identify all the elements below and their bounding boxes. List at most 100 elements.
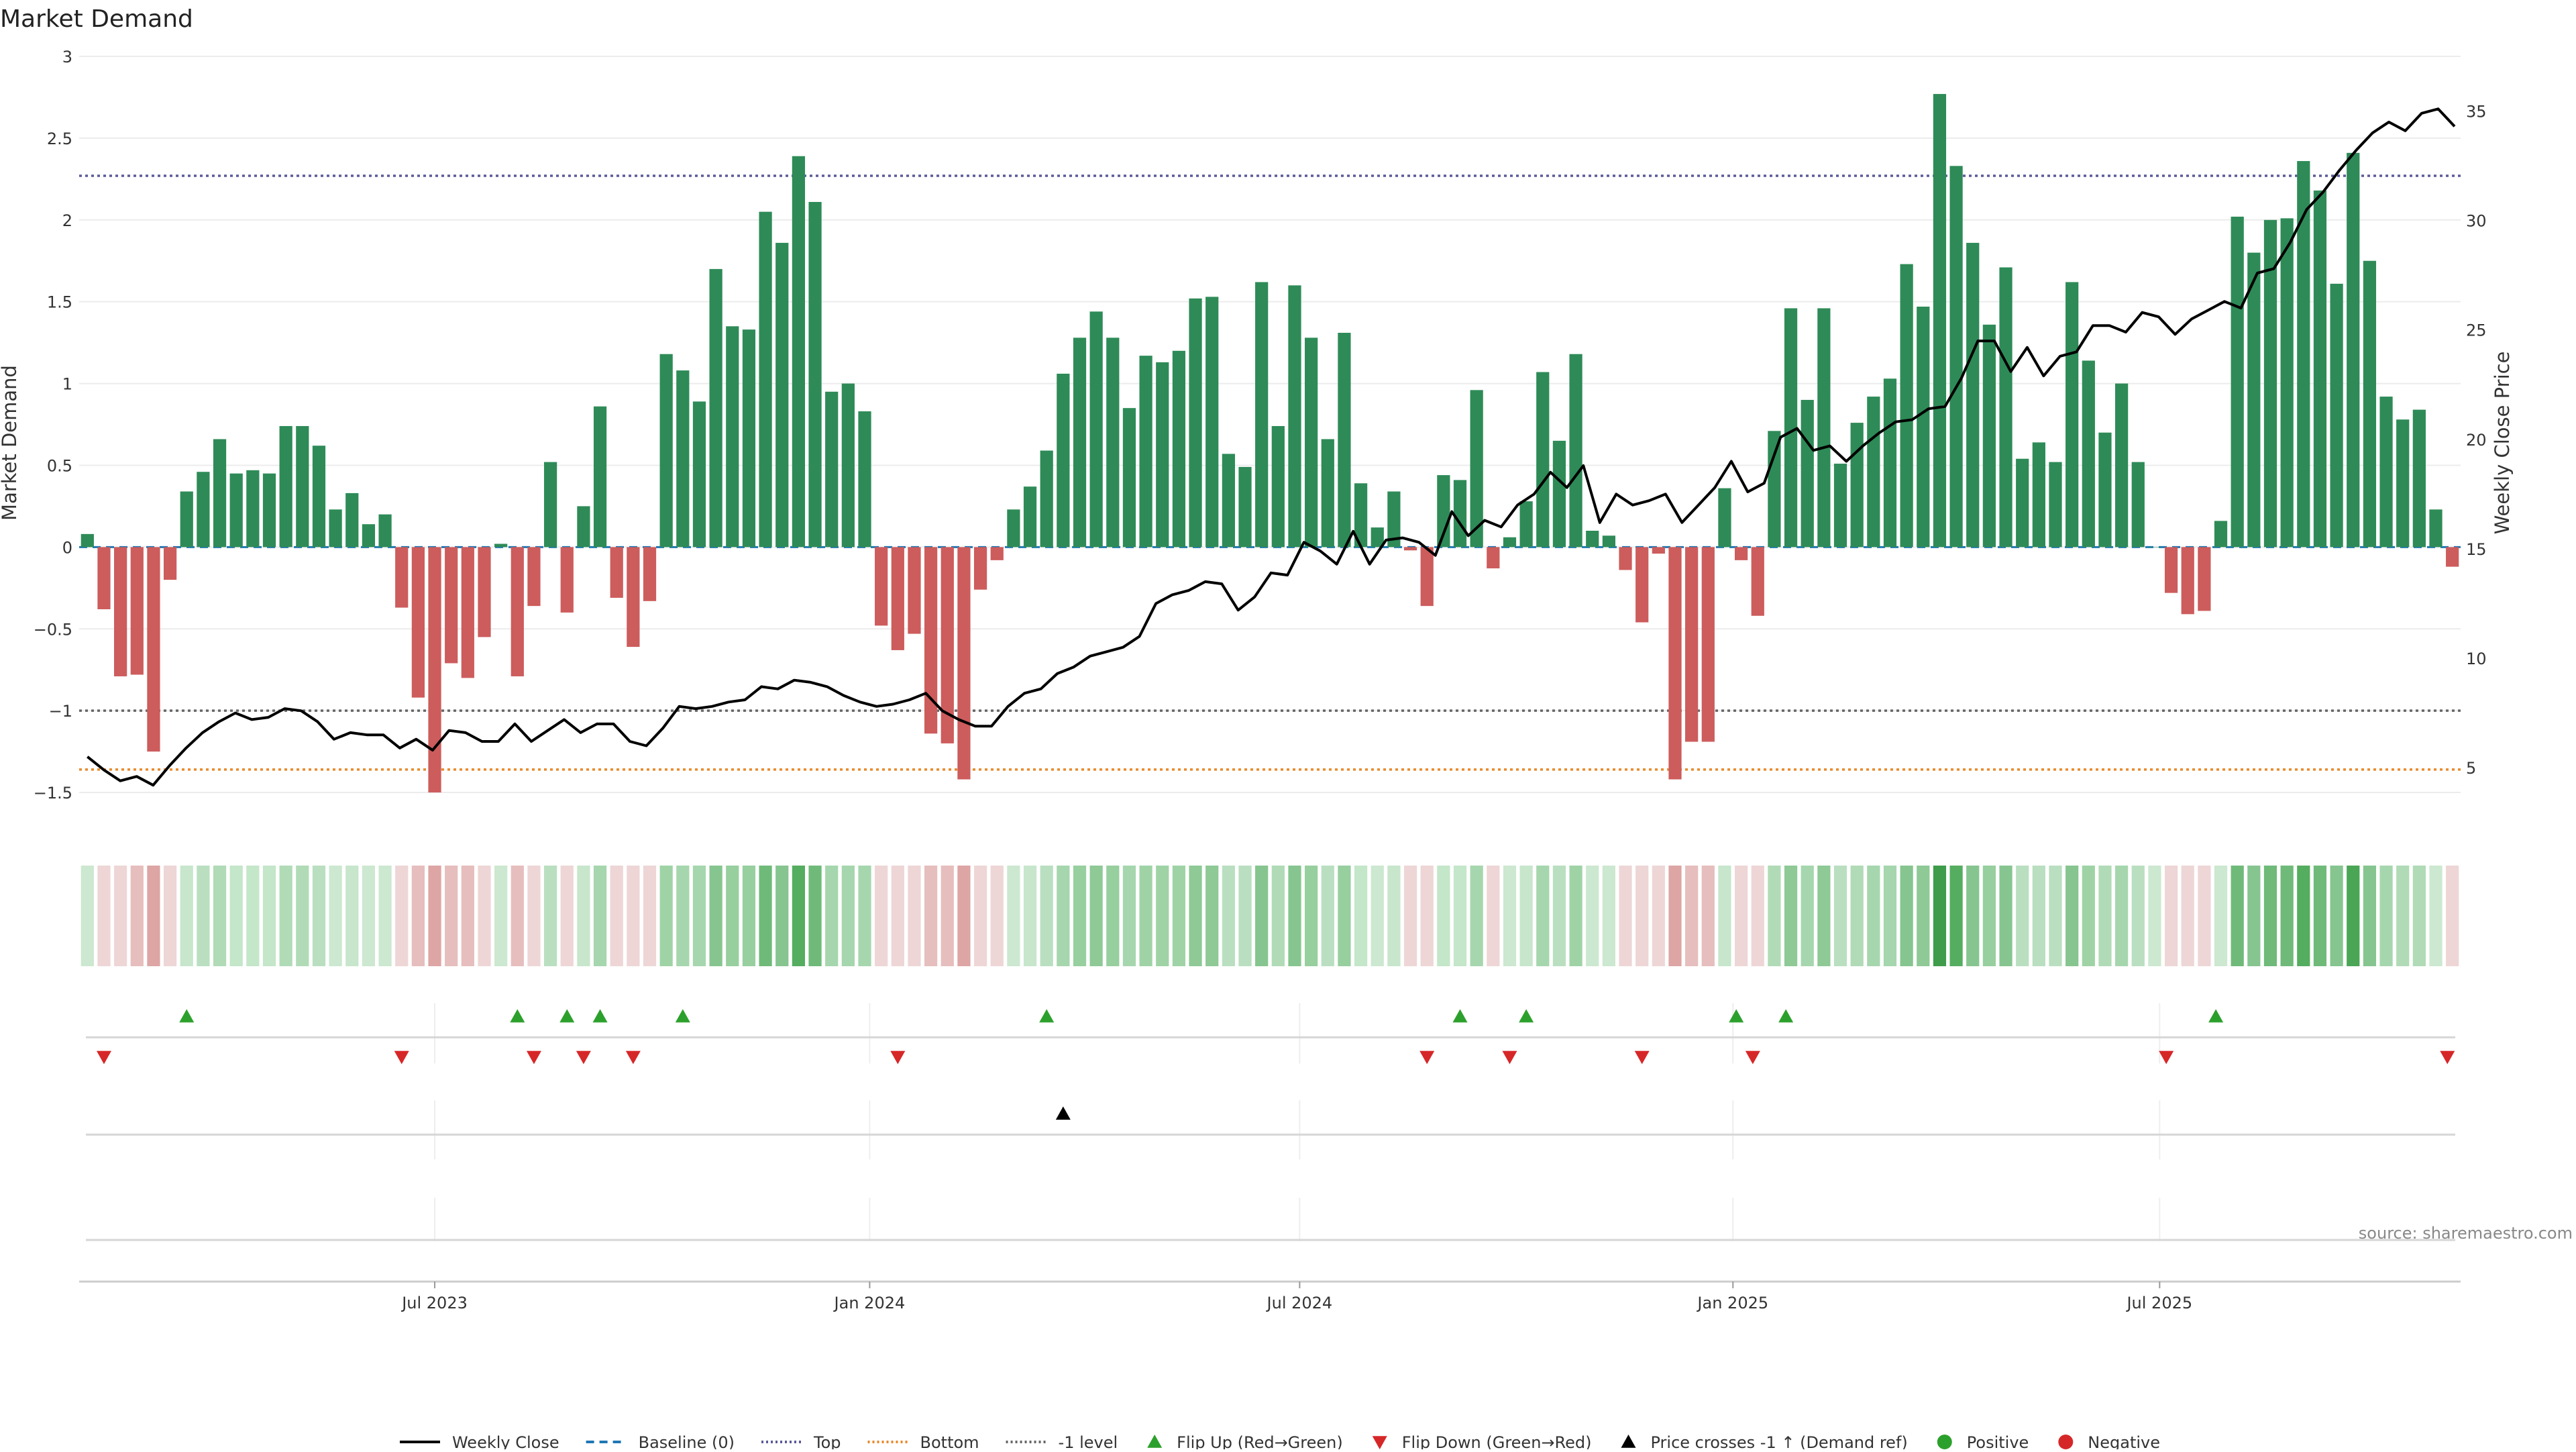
demand-bar <box>908 547 921 634</box>
demand-bar <box>2231 216 2244 548</box>
demand-bar <box>1338 333 1351 548</box>
legend-item: -1 level <box>1006 1433 1118 1452</box>
demand-bar <box>2396 419 2410 548</box>
regime-cell <box>1801 866 1814 966</box>
regime-cell <box>1652 866 1665 966</box>
regime-cell <box>80 866 94 966</box>
flip-down-marker <box>1745 1051 1760 1064</box>
demand-bar <box>891 547 904 650</box>
regime-cell <box>2297 866 2310 966</box>
demand-bar <box>1982 324 1996 548</box>
demand-bar <box>2379 397 2393 548</box>
demand-bar <box>1271 425 1285 548</box>
demand-bar <box>2131 462 2145 548</box>
legend-item: Baseline (0) <box>586 1433 735 1452</box>
demand-bar <box>312 446 326 548</box>
y-tick-label: −0.5 <box>34 620 72 639</box>
regime-cell <box>1552 866 1566 966</box>
regime-cell <box>1453 866 1467 966</box>
regime-cell <box>825 866 839 966</box>
regime-cell <box>246 866 260 966</box>
demand-bar <box>1387 491 1401 548</box>
demand-bar <box>329 509 342 548</box>
regime-cell <box>1073 866 1087 966</box>
regime-cell <box>908 866 921 966</box>
demand-bar <box>197 472 210 548</box>
demand-bar <box>1701 547 1715 742</box>
demand-bar <box>180 491 193 548</box>
regime-cell <box>296 866 309 966</box>
demand-bar <box>163 547 177 580</box>
regime-cell <box>1023 866 1037 966</box>
demand-bar <box>97 547 111 610</box>
regime-cell <box>345 866 359 966</box>
demand-bar <box>1619 547 1632 570</box>
flip-down-marker <box>625 1051 641 1064</box>
legend-label: Baseline (0) <box>639 1433 735 1449</box>
demand-bar <box>1089 311 1103 548</box>
regime-cell <box>1734 866 1748 966</box>
flip-down-marker <box>890 1051 906 1064</box>
regime-cell <box>560 866 574 966</box>
regime-cell <box>2231 866 2244 966</box>
demand-bar <box>726 326 739 548</box>
regime-cell <box>2098 866 2112 966</box>
flip-up-marker <box>1729 1009 1744 1023</box>
legend-swatch <box>2058 1435 2074 1449</box>
flip-up-marker <box>592 1009 608 1023</box>
legend-item: Negative <box>2058 1433 2160 1452</box>
gridlines <box>79 56 2461 1241</box>
demand-bar <box>775 242 789 548</box>
regime-cell <box>1867 866 1880 966</box>
regime-cell <box>1751 866 1764 966</box>
flip-down-marker <box>2440 1051 2455 1064</box>
demand-bar <box>759 211 772 548</box>
regime-cell <box>494 866 508 966</box>
demand-bar <box>2049 462 2062 548</box>
regime-cell <box>2214 866 2228 966</box>
regime-cell <box>1701 866 1715 966</box>
regime-cell <box>1189 866 1202 966</box>
regime-cell <box>2247 866 2261 966</box>
demand-bar <box>2412 409 2426 548</box>
regime-cell <box>2330 866 2343 966</box>
demand-bar <box>2263 219 2277 548</box>
demand-bar <box>1238 466 1252 548</box>
flip-down-marker <box>576 1051 591 1064</box>
demand-bar <box>1933 94 1947 548</box>
demand-bar <box>2446 547 2459 567</box>
chart-title: Market Demand <box>0 5 193 33</box>
demand-bar <box>1668 547 1682 780</box>
demand-bar <box>246 470 260 548</box>
demand-bar <box>792 156 806 548</box>
legend-item: Weekly Close <box>399 1433 559 1452</box>
y2-tick-label: 15 <box>2466 540 2487 559</box>
regime-cell <box>1966 866 1980 966</box>
legend-item: Flip Up (Red→Green) <box>1147 1433 1343 1452</box>
demand-bar <box>858 411 871 548</box>
regime-cell <box>1238 866 1252 966</box>
legend-label: Flip Down (Green→Red) <box>1402 1433 1592 1449</box>
legend-swatch <box>1147 1435 1163 1448</box>
regime-cell <box>1850 866 1864 966</box>
price-cross-markers <box>86 1106 2455 1241</box>
demand-bar <box>1222 454 1235 548</box>
regime-cell <box>2313 866 2327 966</box>
regime-cell <box>329 866 342 966</box>
y-tick-label: 0 <box>62 538 72 557</box>
demand-bar <box>2148 547 2161 548</box>
legend-swatch <box>1937 1435 1952 1449</box>
price-line-layer <box>87 107 2456 787</box>
demand-bar <box>941 547 954 743</box>
y-tick-label: 0.5 <box>47 456 72 475</box>
demand-bar <box>428 547 441 793</box>
regime-cell <box>841 866 855 966</box>
demand-bar <box>2297 161 2310 548</box>
demand-bar <box>262 473 276 548</box>
regime-cell <box>1271 866 1285 966</box>
regime-cell <box>1883 866 1897 966</box>
demand-bar <box>627 547 640 647</box>
regime-cell <box>262 866 276 966</box>
demand-bar <box>1189 298 1202 548</box>
